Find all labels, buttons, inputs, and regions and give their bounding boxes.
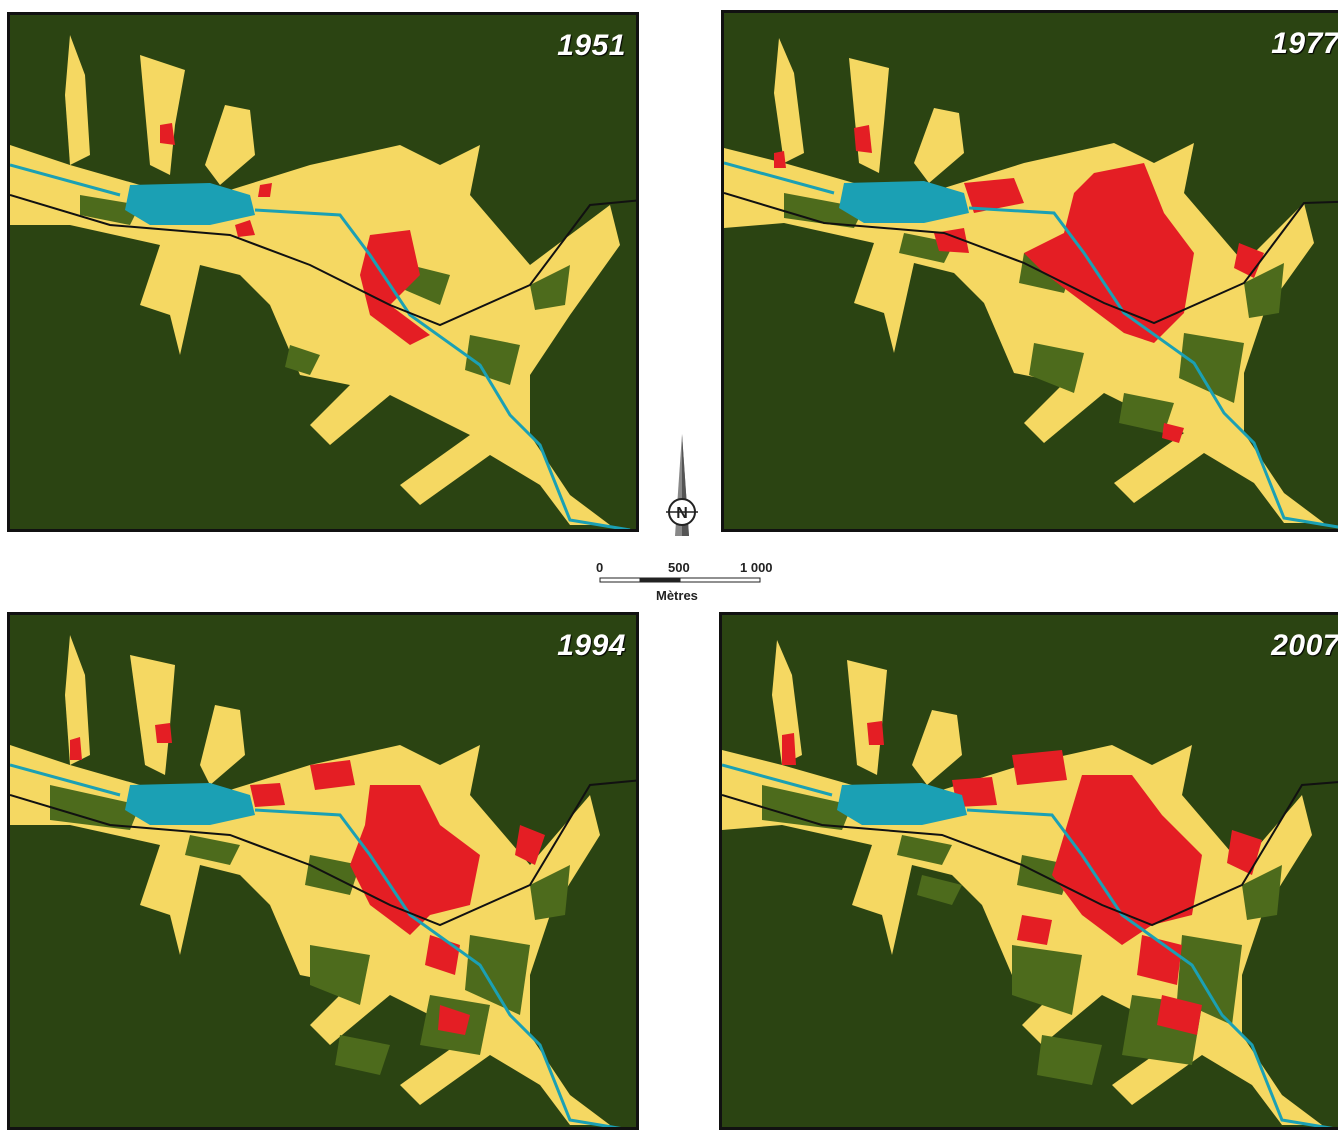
urban-area bbox=[70, 723, 545, 1035]
land-use-map-1977 bbox=[724, 38, 1338, 529]
scale-bar: 0 500 1 000 Mètres bbox=[590, 558, 790, 608]
road bbox=[724, 192, 1338, 325]
river bbox=[722, 763, 1334, 1127]
urban-area bbox=[774, 125, 1264, 443]
map-year-label: 1951 bbox=[557, 29, 626, 62]
scale-tick-1000: 1 000 bbox=[740, 560, 773, 575]
map-panel-1977: 1977 bbox=[721, 10, 1338, 532]
map-panel-1951: 1951 bbox=[7, 12, 639, 532]
lake bbox=[837, 783, 967, 825]
river bbox=[10, 763, 622, 1127]
road bbox=[10, 194, 636, 327]
map-year-label: 1977 bbox=[1271, 27, 1338, 60]
grassland-area bbox=[762, 785, 1282, 1085]
river bbox=[724, 161, 1338, 529]
land-use-map-1951 bbox=[10, 35, 636, 529]
map-year-label: 1994 bbox=[557, 629, 626, 662]
lake bbox=[839, 181, 969, 223]
scale-tick-500: 500 bbox=[668, 560, 690, 575]
land-use-map-2007 bbox=[722, 640, 1338, 1127]
land-use-map-1994 bbox=[10, 635, 636, 1127]
urban-area bbox=[160, 123, 430, 345]
road bbox=[722, 781, 1338, 927]
scale-unit: Mètres bbox=[656, 588, 698, 603]
river bbox=[10, 163, 631, 529]
lake bbox=[125, 783, 255, 825]
road bbox=[10, 779, 636, 927]
map-panel-2007: 2007 bbox=[719, 612, 1338, 1130]
agriculture-area bbox=[10, 35, 620, 525]
scale-tick-0: 0 bbox=[596, 560, 604, 575]
map-year-label: 2007 bbox=[1271, 629, 1338, 662]
scale-bar-graphic bbox=[599, 577, 761, 583]
north-label: N bbox=[676, 505, 688, 522]
north-arrow-icon: N bbox=[666, 434, 698, 536]
map-panel-1994: 1994 bbox=[7, 612, 639, 1130]
north-arrow: N bbox=[662, 432, 702, 540]
urban-area bbox=[782, 721, 1262, 1035]
lake bbox=[125, 183, 255, 225]
grassland-area bbox=[50, 785, 570, 1075]
